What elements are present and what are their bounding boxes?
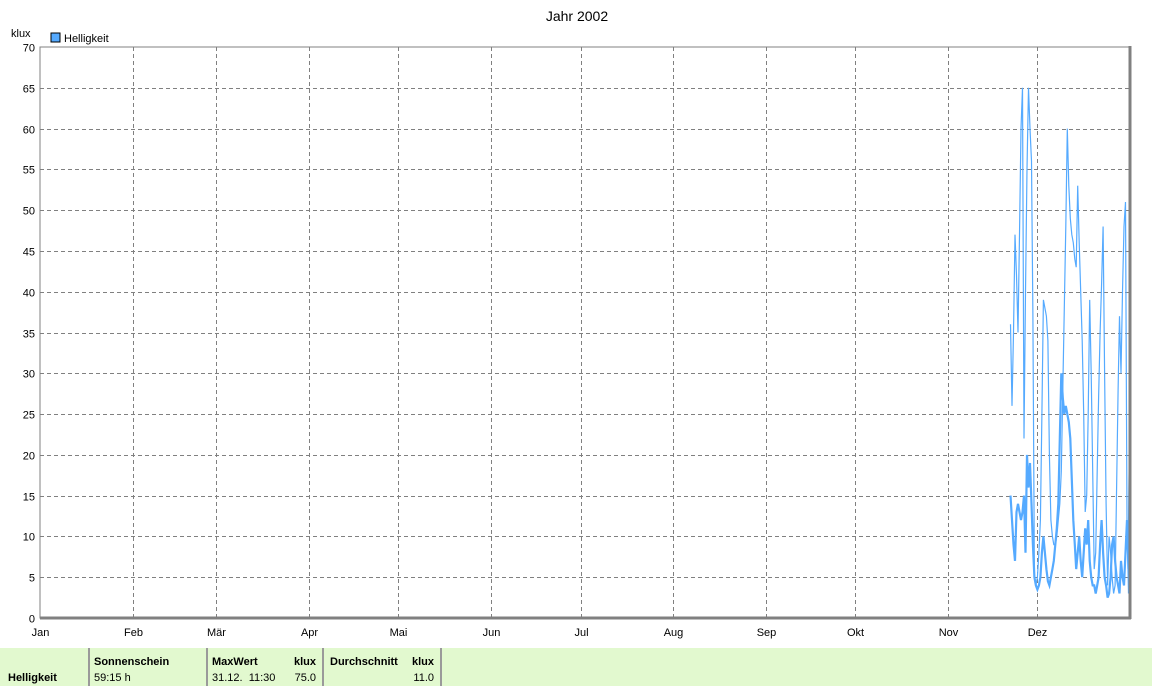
x-tick-label: Dez bbox=[1028, 627, 1048, 639]
y-tick-label: 10 bbox=[23, 532, 35, 544]
series-line-secondary bbox=[1009, 373, 1132, 598]
maxwert-unit: klux bbox=[293, 656, 316, 668]
y-tick-label: 20 bbox=[23, 451, 35, 463]
x-tick-label: Okt bbox=[847, 627, 864, 639]
x-tick-label: Jan bbox=[32, 627, 50, 639]
x-tick-label: Jul bbox=[574, 627, 588, 639]
maxwert-date: 31.12. 11:30 bbox=[212, 672, 276, 684]
chart-title: Jahr 2002 bbox=[546, 8, 608, 24]
maxwert-cell: MaxWert klux 31.12. 11:30 75.0 bbox=[208, 648, 324, 686]
x-tick-label: Mär bbox=[207, 627, 226, 639]
plot-frame bbox=[39, 46, 1131, 619]
brightness-chart: Jahr 2002 klux Helligkeit 0 5 10 15 20 25 30 35… bbox=[11, 8, 1132, 639]
y-tick-label: 15 bbox=[23, 492, 35, 504]
legend-label: Helligkeit bbox=[64, 33, 109, 45]
x-tick-label: Feb bbox=[124, 627, 143, 639]
x-tick-label: Aug bbox=[664, 627, 684, 639]
y-tick-label: 55 bbox=[23, 165, 35, 177]
x-tick-label: Jun bbox=[483, 627, 501, 639]
row-label-cell: Helligkeit bbox=[0, 648, 90, 686]
y-tick-label: 40 bbox=[23, 288, 35, 300]
durchschnitt-unit: klux bbox=[411, 656, 434, 668]
y-tick-label: 70 bbox=[23, 43, 35, 55]
x-tick-label: Mai bbox=[390, 627, 408, 639]
durchschnitt-value: 11.0 bbox=[413, 672, 434, 684]
sonnenschein-header: Sonnenschein bbox=[94, 656, 170, 668]
maxwert-value: 75.0 bbox=[294, 672, 316, 684]
statistics-table: Helligkeit Sonnenschein 59:15 h MaxWert … bbox=[0, 648, 1152, 686]
y-tick-label: 5 bbox=[29, 573, 35, 585]
x-tick-label: Sep bbox=[757, 627, 777, 639]
y-tick-label: 35 bbox=[23, 329, 35, 341]
durchschnitt-cell: Durchschnitt klux 11.0 bbox=[324, 648, 442, 686]
x-tick-label: Nov bbox=[939, 627, 959, 639]
sonnenschein-cell: Sonnenschein 59:15 h bbox=[90, 648, 208, 686]
y-axis-label: klux bbox=[11, 28, 31, 40]
y-tick-label: 30 bbox=[23, 369, 35, 381]
y-tick-label: 50 bbox=[23, 206, 35, 218]
y-tick-label: 25 bbox=[23, 410, 35, 422]
y-tick-label: 65 bbox=[23, 84, 35, 96]
maxwert-header: MaxWert bbox=[212, 656, 258, 668]
legend-swatch bbox=[50, 32, 61, 43]
y-tick-label: 45 bbox=[23, 247, 35, 259]
x-tick-label: Apr bbox=[301, 627, 318, 639]
sonnenschein-value: 59:15 h bbox=[94, 672, 131, 684]
row-label: Helligkeit bbox=[8, 672, 57, 684]
series-line-helligkeit bbox=[1009, 87, 1131, 594]
y-tick-label: 0 bbox=[29, 614, 35, 626]
durchschnitt-header: Durchschnitt bbox=[330, 656, 398, 668]
y-tick-label: 60 bbox=[23, 125, 35, 137]
